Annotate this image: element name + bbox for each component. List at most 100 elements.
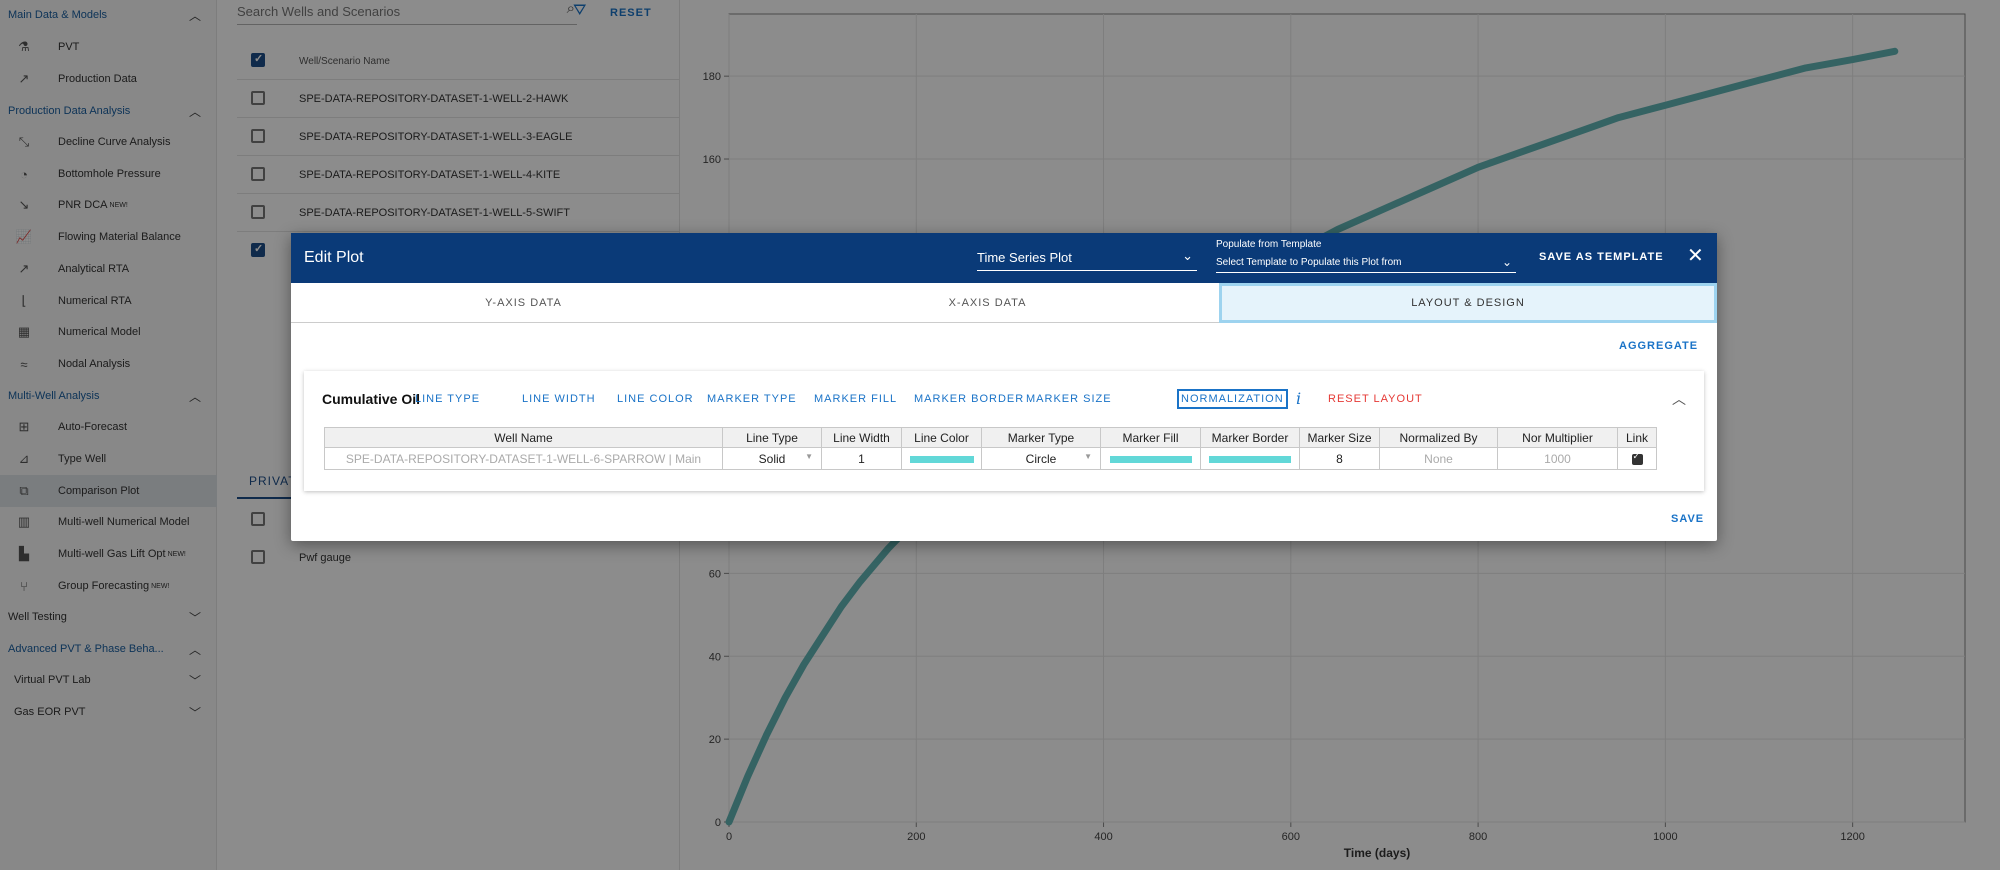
y-tick-label: 0 [715, 817, 721, 829]
sidebar-section-virtual-pvt[interactable]: Virtual PVT Lab ﹀ [0, 665, 217, 695]
sidebar-item-pnr[interactable]: ↘ PNR DCA NEW! [0, 189, 217, 221]
info-icon[interactable]: i [1296, 389, 1302, 408]
row-checkbox[interactable] [251, 91, 265, 105]
sidebar-item-fmb[interactable]: 📈 Flowing Material Balance [0, 221, 217, 253]
search-icon[interactable]: ⌕ [566, 0, 575, 17]
marker-type-option[interactable]: MARKER TYPE [707, 393, 797, 405]
marker-fill-cell[interactable] [1100, 447, 1201, 470]
plot-type-select[interactable]: Time Series Plot ⌄ [977, 247, 1197, 271]
row-checkbox[interactable] [251, 242, 265, 257]
nor-multiplier-cell[interactable]: 1000 [1497, 447, 1618, 470]
sidebar: Main Data & Models ︿ ⚗ PVT ↗ Production Dat… [0, 0, 217, 870]
tab-x-axis-data[interactable]: X-AXIS DATA [948, 297, 1027, 309]
row-checkbox[interactable] [251, 550, 265, 564]
marker-fill-option[interactable]: MARKER FILL [814, 393, 898, 405]
well-row[interactable]: SPE-DATA-REPOSITORY-DATASET-1-WELL-4-KIT… [237, 156, 680, 194]
aggregate-button[interactable]: AGGREGATE [1619, 340, 1699, 352]
well-row[interactable]: SPE-DATA-REPOSITORY-DATASET-1-WELL-3-EAG… [237, 118, 680, 156]
sidebar-item-nrta[interactable]: ⌊ Numerical RTA [0, 285, 217, 317]
row-checkbox[interactable] [251, 512, 265, 526]
marker-border-option[interactable]: MARKER BORDER [914, 393, 1025, 405]
sidebar-item-bhp[interactable]: ◔ Bottomhole Pressure [0, 158, 217, 190]
sidebar-item-production-data[interactable]: ↗ Production Data [0, 63, 217, 95]
sidebar-item-mw-gaslift[interactable]: ▙ Multi-well Gas Lift Opt NEW! [0, 538, 217, 570]
col-marker-type: Marker Type [981, 427, 1101, 448]
well-row[interactable]: SPE-DATA-REPOSITORY-DATASET-1-WELL-2-HAW… [237, 80, 680, 118]
section-label: Multi-Well Analysis [8, 390, 100, 402]
list-item[interactable]: Pwf gauge [237, 539, 680, 577]
search-input[interactable] [237, 0, 537, 22]
link-cell[interactable] [1617, 447, 1657, 470]
sidebar-item-auto-forecast[interactable]: ⊞ Auto-Forecast [0, 411, 217, 443]
sidebar-item-arta[interactable]: ↗ Analytical RTA [0, 253, 217, 285]
sidebar-section-gas-eor[interactable]: Gas EOR PVT ﹀ [0, 697, 217, 727]
filter-icon[interactable]: ⛛ [573, 2, 587, 19]
sidebar-item-label: Auto-Forecast [58, 421, 128, 433]
well-row[interactable]: SPE-DATA-REPOSITORY-DATASET-1-WELL-5-SWI… [237, 194, 680, 232]
sidebar-section-well-testing[interactable]: Well Testing ﹀ [0, 602, 217, 632]
row-checkbox[interactable] [251, 205, 265, 219]
normalized-by-cell[interactable]: None [1379, 447, 1498, 470]
link-checkbox[interactable] [1631, 451, 1643, 465]
close-icon[interactable]: ✕ [1687, 245, 1704, 267]
marker-border-cell[interactable] [1200, 447, 1300, 470]
save-button[interactable]: SAVE [1671, 513, 1705, 525]
list-item[interactable] [237, 501, 680, 539]
normalization-option[interactable]: NORMALIZATION [1177, 389, 1288, 409]
marker-size-option[interactable]: MARKER SIZE [1026, 393, 1112, 405]
line-color-option[interactable]: LINE COLOR [617, 393, 694, 405]
marker-fill-swatch[interactable] [1109, 455, 1192, 463]
sidebar-section-advanced-pvt[interactable]: Advanced PVT & Phase Beha... ︿ [0, 634, 217, 664]
x-axis-label: Time (days) [1344, 846, 1410, 860]
chevron-up-icon[interactable]: ︿ [188, 104, 201, 119]
line-width-cell[interactable]: 1 [821, 447, 902, 470]
tab-indicator [237, 497, 317, 499]
sidebar-item-type-well[interactable]: ⊿ Type Well [0, 443, 217, 475]
type-curve-icon: ⊿ [18, 451, 30, 466]
tab-private[interactable]: PRIVAT [249, 474, 297, 488]
marker-type-cell[interactable]: Circle ▼ [981, 447, 1101, 470]
marker-border-swatch[interactable] [1209, 455, 1291, 463]
search-box: ⌕ [237, 0, 577, 25]
line-type-option[interactable]: LINE TYPE [415, 393, 481, 405]
row-checkbox[interactable] [251, 167, 265, 181]
line-width-option[interactable]: LINE WIDTH [522, 393, 596, 405]
select-all-checkbox[interactable] [251, 52, 265, 67]
chevron-up-icon[interactable]: ︿ [188, 8, 201, 23]
sidebar-section-main[interactable]: Main Data & Models ︿ [0, 0, 217, 30]
line-color-cell[interactable] [901, 447, 982, 470]
sidebar-item-mw-numerical[interactable]: ▥ Multi-well Numerical Model [0, 506, 217, 538]
chevron-up-icon[interactable]: ︿ [188, 389, 201, 404]
sidebar-item-label: Comparison Plot [58, 485, 140, 497]
chevron-down-icon[interactable]: ﹀ [188, 673, 201, 688]
chevron-down-icon[interactable]: ﹀ [188, 610, 201, 625]
line-type-cell[interactable]: Solid ▼ [722, 447, 822, 470]
marker-size-cell[interactable]: 8 [1299, 447, 1380, 470]
reset-layout-button[interactable]: RESET LAYOUT [1328, 393, 1423, 405]
sidebar-item-numerical-model[interactable]: ▦ Numerical Model [0, 316, 217, 348]
sidebar-item-dca[interactable]: ⤡ Decline Curve Analysis [0, 126, 217, 158]
y-tick-label: 180 [703, 71, 721, 83]
tab-y-axis-data[interactable]: Y-AXIS DATA [485, 297, 562, 309]
section-label: Virtual PVT Lab [14, 674, 91, 686]
y-tick-label: 160 [703, 154, 721, 166]
sidebar-item-comparison-plot[interactable]: ⧉ Comparison Plot [0, 475, 217, 507]
new-badge: NEW! [167, 550, 186, 558]
sidebar-item-nodal[interactable]: ≈ Nodal Analysis [0, 348, 217, 380]
line-color-swatch[interactable] [909, 455, 974, 463]
tab-layout-design[interactable]: LAYOUT & DESIGN [1219, 283, 1717, 323]
sidebar-item-group-forecast[interactable]: ⑂ Group Forecasting NEW! [0, 570, 217, 602]
template-select[interactable]: Select Template to Populate this Plot fr… [1216, 253, 1516, 273]
chevron-up-icon[interactable]: ︿ [188, 642, 201, 657]
sidebar-section-mwa[interactable]: Multi-Well Analysis ︿ [0, 381, 217, 411]
columns-icon: ▥ [17, 514, 31, 529]
chart-icon: 📈 [15, 229, 33, 244]
sidebar-item-pvt[interactable]: ⚗ PVT [0, 31, 217, 63]
sidebar-section-pda[interactable]: Production Data Analysis ︿ [0, 96, 217, 126]
reset-button[interactable]: RESET [610, 7, 652, 19]
sidebar-item-label: Multi-well Numerical Model [58, 516, 190, 528]
chevron-down-icon[interactable]: ﹀ [188, 705, 201, 720]
row-checkbox[interactable] [251, 129, 265, 143]
chevron-up-icon[interactable]: ︿ [1672, 391, 1686, 407]
save-as-template-button[interactable]: SAVE AS TEMPLATE [1539, 251, 1664, 263]
